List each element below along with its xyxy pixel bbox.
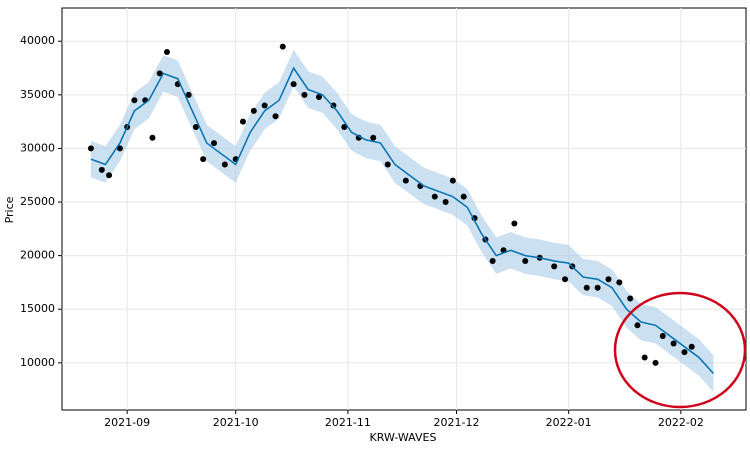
y-tick-label: 15000 xyxy=(20,302,55,315)
x-tick-label: 2021-12 xyxy=(433,416,479,429)
observed-point xyxy=(185,91,192,98)
observed-point xyxy=(116,145,123,152)
x-tick-label: 2022-02 xyxy=(658,416,704,429)
observed-point xyxy=(272,113,279,120)
observed-point xyxy=(605,276,612,283)
observed-point xyxy=(634,322,641,329)
observed-point xyxy=(163,48,170,55)
observed-point xyxy=(460,193,467,200)
observed-point xyxy=(659,333,666,340)
observed-point xyxy=(402,177,409,184)
plot-layer xyxy=(62,8,746,410)
observed-point xyxy=(431,193,438,200)
observed-point xyxy=(211,140,217,147)
observed-point xyxy=(341,123,348,130)
observed-point xyxy=(301,91,308,98)
observed-point xyxy=(511,220,518,227)
observed-point xyxy=(279,43,286,50)
observed-point xyxy=(583,284,590,291)
observed-point xyxy=(330,102,337,109)
y-tick-label: 35000 xyxy=(20,88,55,101)
observed-point xyxy=(239,118,246,125)
observed-point xyxy=(384,161,391,168)
observed-point xyxy=(250,107,257,114)
observed-point xyxy=(670,340,677,347)
observed-point xyxy=(290,81,297,88)
observed-point xyxy=(551,263,558,270)
forecast-line xyxy=(90,66,714,375)
y-tick-label: 20000 xyxy=(20,249,55,262)
observed-point xyxy=(98,166,105,173)
observed-point xyxy=(627,295,634,302)
observed-point xyxy=(370,134,377,141)
y-tick-label: 30000 xyxy=(20,141,55,154)
observed-point xyxy=(442,199,449,206)
observed-point xyxy=(652,359,659,366)
y-tick-label: 10000 xyxy=(20,356,55,369)
y-tick-label: 40000 xyxy=(20,34,55,47)
highlight-circle xyxy=(613,291,747,409)
x-tick-label: 2021-09 xyxy=(104,416,150,429)
observed-point xyxy=(616,279,623,286)
y-axis-label: Price xyxy=(3,196,16,223)
x-tick-label: 2022-01 xyxy=(546,416,592,429)
observed-point xyxy=(522,257,529,264)
y-tick-label: 25000 xyxy=(20,195,55,208)
observed-point xyxy=(149,134,156,141)
observed-point xyxy=(200,156,207,163)
observed-point xyxy=(131,97,138,104)
observed-point xyxy=(315,93,322,100)
x-tick-label: 2021-10 xyxy=(213,416,259,429)
observed-point xyxy=(87,145,94,152)
observed-point xyxy=(261,102,268,109)
observed-point xyxy=(562,276,569,283)
observed-point xyxy=(221,161,228,168)
observed-point xyxy=(594,284,601,291)
observed-point xyxy=(681,349,688,356)
observed-point xyxy=(156,70,163,77)
observed-point xyxy=(688,343,695,350)
x-axis-label: KRW-WAVES xyxy=(370,431,437,444)
uncertainty-band xyxy=(90,49,714,392)
observed-point xyxy=(449,177,456,184)
observed-point xyxy=(192,123,199,130)
x-tick-label: 2021-11 xyxy=(325,416,371,429)
observed-point xyxy=(641,354,648,361)
observed-point xyxy=(489,257,496,264)
observed-point xyxy=(106,172,113,179)
